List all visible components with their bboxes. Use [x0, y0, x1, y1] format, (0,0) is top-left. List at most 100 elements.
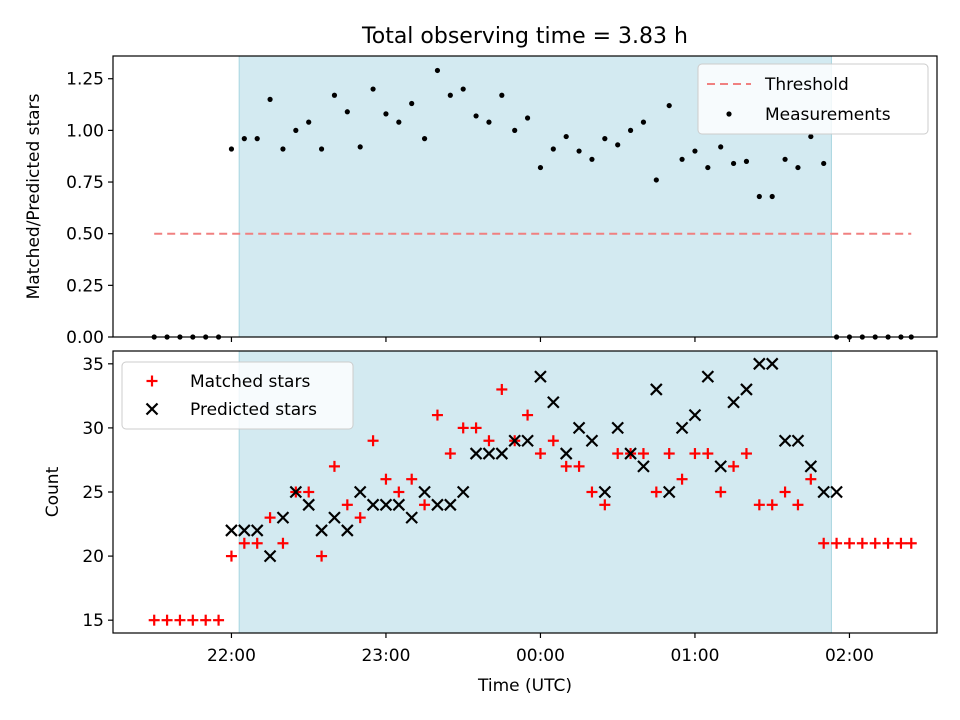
measurement-point: [537, 164, 544, 171]
predicted-point: [817, 485, 830, 499]
bottom-x-ticks: 22:00 23:00 00:00 01:00 02:00: [207, 633, 874, 666]
measurement-point: [344, 109, 350, 115]
matched-point: [689, 448, 701, 460]
predicted-point: [701, 370, 715, 383]
legend-predicted-label: Predicted stars: [190, 400, 317, 420]
matched-point: [393, 486, 405, 498]
matched-point: [869, 537, 881, 549]
measurement-point: [512, 127, 518, 133]
matched-point: [161, 614, 173, 626]
predicted-point: [431, 498, 444, 512]
matched-point: [856, 537, 868, 549]
measurement-point: [499, 92, 505, 98]
matched-point: [586, 486, 598, 498]
matched-point: [843, 537, 855, 549]
predicted-point: [418, 485, 431, 499]
predicted-point: [688, 408, 702, 422]
matched-point: [341, 499, 353, 511]
predicted-point: [765, 357, 779, 371]
predicted-point: [675, 421, 689, 435]
predicted-point: [341, 524, 354, 537]
measurement-point: [615, 142, 621, 148]
top-y-ticks: 0.00 0.25 0.50 0.75 1.00 1.25: [66, 70, 113, 348]
legend-matched-marker: [146, 375, 158, 387]
measurement-point: [228, 146, 235, 152]
matched-point: [328, 460, 340, 472]
predicted-point: [495, 447, 509, 460]
predicted-point: [366, 498, 380, 512]
matched-point: [831, 537, 843, 549]
matched-point: [715, 486, 727, 498]
predicted-point: [469, 447, 483, 460]
measurement-point: [679, 156, 685, 162]
measurement-point: [576, 148, 582, 154]
matched-point: [547, 435, 559, 447]
measurement-point: [718, 144, 724, 150]
top-legend: Threshold Measurements: [697, 63, 929, 135]
y-tick-label: 35: [82, 355, 104, 375]
measurement-point: [769, 193, 775, 200]
measurement-point: [357, 144, 363, 150]
predicted-points: [225, 357, 843, 563]
matched-point: [444, 448, 456, 460]
predicted-point: [753, 357, 766, 371]
measurement-point: [653, 177, 659, 183]
predicted-point: [547, 395, 560, 409]
top-axes-frame: [112, 55, 938, 338]
matched-point: [200, 614, 212, 626]
bottom-y-ticks: 15 20 25 30 35: [82, 355, 113, 631]
bottom-legend: Matched stars Predicted stars: [121, 361, 354, 430]
predicted-point: [804, 460, 818, 473]
predicted-point: [611, 421, 624, 435]
matched-point: [496, 383, 508, 395]
matched-point: [238, 537, 250, 549]
predicted-point: [302, 498, 315, 512]
measurement-point: [756, 193, 762, 200]
measurement-point: [782, 156, 788, 162]
legend-measurements-swatch: [726, 111, 732, 117]
predicted-point: [508, 434, 521, 448]
measurement-point: [705, 164, 711, 171]
predicted-point: [637, 460, 650, 473]
measurement-point: [486, 119, 492, 125]
measurement-point: [473, 113, 479, 119]
top-legend-box: [697, 63, 929, 135]
matched-point: [354, 512, 366, 524]
measurement-point: [640, 119, 647, 125]
predicted-point: [598, 485, 612, 499]
legend-predicted-swatch: [145, 402, 159, 416]
matched-point: [728, 460, 740, 472]
measurement-point: [808, 133, 814, 140]
predicted-point: [289, 485, 303, 499]
top-x-ticks: [230, 337, 851, 342]
bottom-legend-box: [121, 361, 354, 430]
measurement-point: [396, 119, 402, 125]
matched-point: [534, 448, 546, 460]
matched-point: [483, 435, 495, 447]
y-tick-label: 30: [82, 419, 104, 439]
matched-point: [560, 460, 572, 472]
x-tick-label: 22:00: [207, 646, 256, 666]
predicted-point: [534, 370, 547, 383]
measurement-point: [331, 92, 338, 98]
matched-point: [264, 512, 276, 524]
matched-point: [779, 486, 791, 498]
chart-title: Total observing time = 3.83 h: [361, 24, 688, 49]
predicted-point: [714, 460, 727, 473]
predicted-point: [650, 383, 663, 396]
predicted-point: [379, 498, 393, 512]
y-tick-label: 1.00: [66, 121, 104, 141]
legend-measurements-label: Measurements: [765, 105, 891, 125]
y-tick-label: 0.25: [66, 276, 104, 296]
matched-point: [612, 448, 624, 460]
matched-point: [367, 435, 379, 447]
matched-point: [406, 473, 418, 485]
measurement-point: [293, 127, 299, 133]
measurement-point: [666, 102, 672, 109]
legend-matched-label: Matched stars: [190, 372, 310, 392]
measurement-point: [730, 160, 737, 167]
predicted-point: [225, 524, 238, 537]
matched-point: [702, 448, 714, 460]
matched-point: [225, 550, 237, 562]
